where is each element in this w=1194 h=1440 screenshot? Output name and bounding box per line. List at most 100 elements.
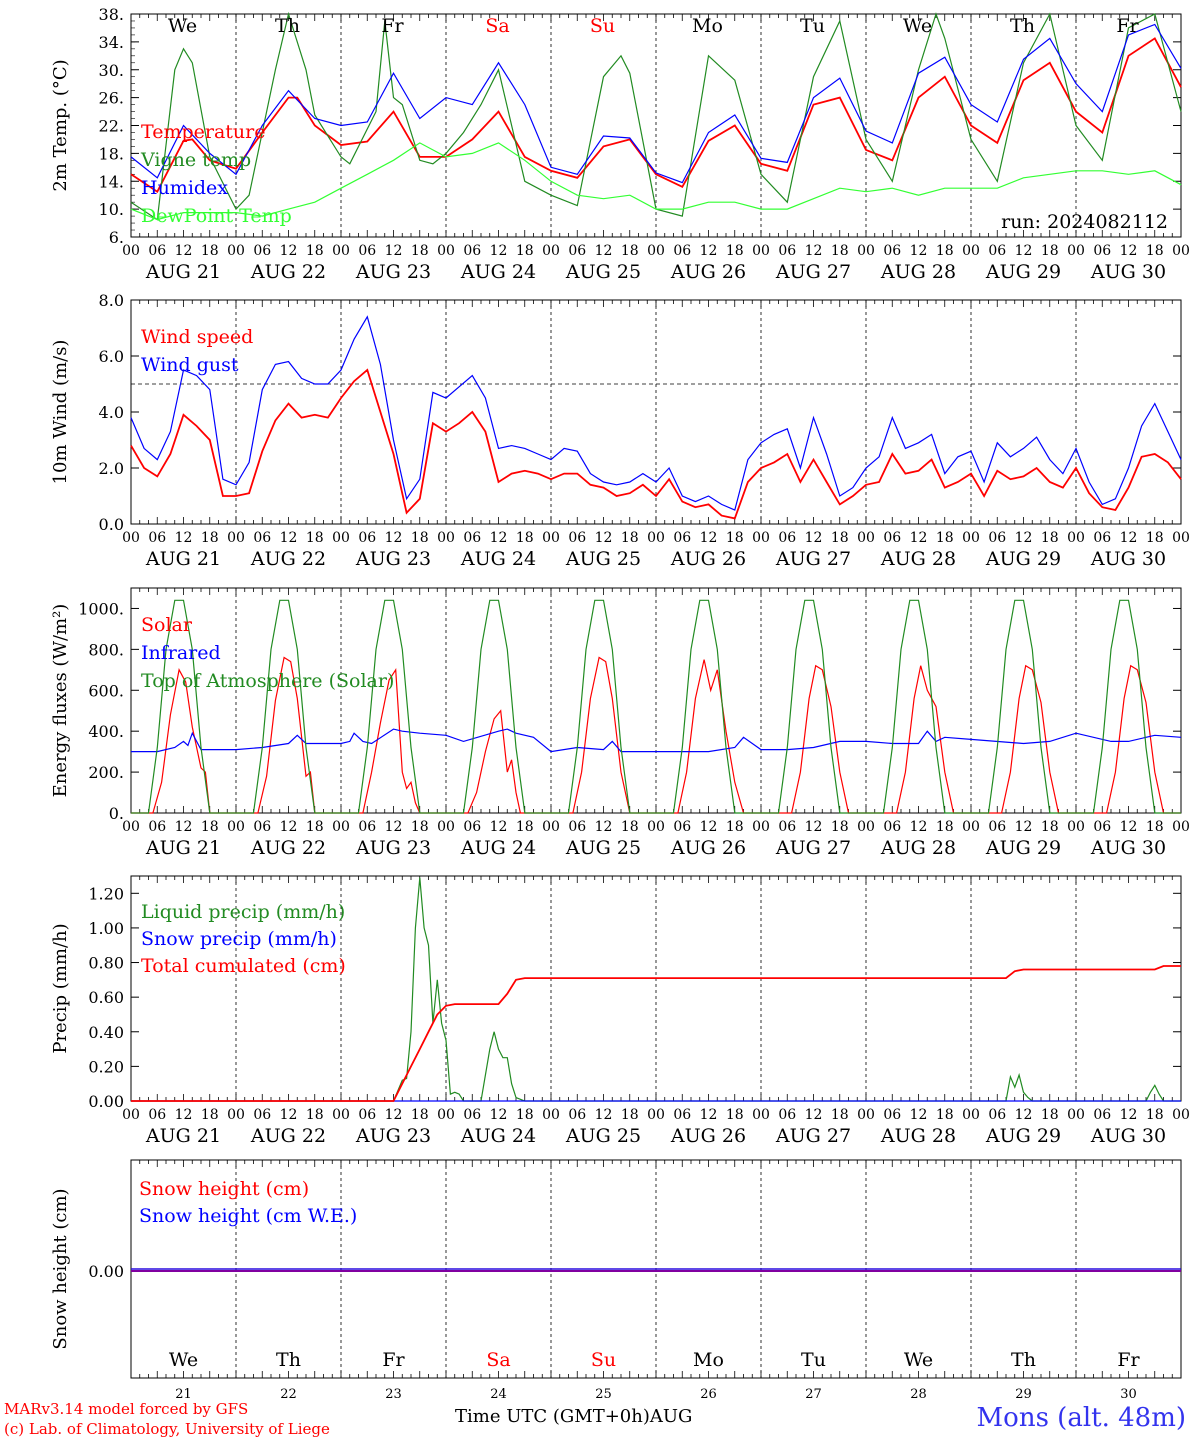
hour-tick-label: 00 [332, 819, 350, 835]
hour-tick-label: 12 [805, 819, 823, 835]
hour-tick-label: 06 [568, 243, 586, 259]
hour-tick-label: 18 [306, 819, 324, 835]
hour-tick-label: 12 [700, 819, 718, 835]
weekday-label: Th [1010, 15, 1035, 37]
hour-tick-label: 18 [1146, 1107, 1164, 1123]
hour-tick-label: 06 [988, 819, 1006, 835]
hour-tick-label: 18 [1041, 530, 1059, 546]
legend-entry: Total cumulated (cm) [141, 955, 346, 977]
hour-tick-label: 12 [700, 243, 718, 259]
hour-tick-label: 12 [595, 819, 613, 835]
hour-tick-label: 18 [726, 819, 744, 835]
y-tick-label: 30. [99, 61, 124, 80]
date-label: AUG 26 [670, 548, 746, 570]
date-label: AUG 27 [775, 1125, 851, 1147]
hour-tick-label: 06 [883, 819, 901, 835]
hour-tick-label: 18 [201, 530, 219, 546]
day-number-label: 21 [175, 1387, 192, 1402]
date-label: AUG 21 [145, 261, 221, 283]
hour-tick-label: 06 [148, 819, 166, 835]
hour-tick-label: 06 [673, 1107, 691, 1123]
y-tick-label: 4.0 [99, 403, 124, 422]
hour-tick-label: 00 [752, 819, 770, 835]
hour-tick-label: 00 [1067, 530, 1085, 546]
hour-tick-label: 06 [883, 243, 901, 259]
hour-tick-label: 06 [358, 530, 376, 546]
legend-entry: Solar [141, 614, 193, 636]
hour-tick-label: 12 [385, 1107, 403, 1123]
date-label: AUG 25 [565, 1125, 641, 1147]
hour-tick-label: 18 [201, 819, 219, 835]
hour-tick-label: 00 [227, 1107, 245, 1123]
weekday-label: Th [276, 1349, 301, 1371]
hour-tick-label: 00 [437, 1107, 455, 1123]
weekday-label: Sa [485, 15, 509, 37]
hour-tick-label: 18 [516, 1107, 534, 1123]
series-line-dewpoint-temp [130, 142, 1182, 221]
y-tick-label: 0.60 [88, 988, 124, 1007]
day-number-label: 23 [385, 1387, 402, 1402]
y-axis-label: 10m Wind (m/s) [50, 340, 71, 485]
hour-tick-label: 00 [1172, 243, 1190, 259]
y-tick-label: 0.0 [99, 515, 124, 534]
date-label: AUG 27 [775, 261, 851, 283]
date-label: AUG 21 [145, 837, 221, 859]
hour-tick-label: 18 [726, 243, 744, 259]
hour-tick-label: 18 [1146, 819, 1164, 835]
date-label: AUG 30 [1090, 837, 1166, 859]
hour-tick-label: 12 [1120, 1107, 1138, 1123]
y-tick-label: 0.00 [88, 1262, 124, 1281]
legend-entry: Temperature [141, 121, 265, 143]
hour-tick-label: 12 [280, 530, 298, 546]
hour-tick-label: 12 [1120, 819, 1138, 835]
hour-tick-label: 06 [358, 1107, 376, 1123]
hour-tick-label: 00 [962, 1107, 980, 1123]
y-tick-label: 8.0 [99, 291, 124, 310]
date-label: AUG 28 [880, 837, 956, 859]
series-line-humidex [130, 23, 1182, 184]
hour-tick-label: 18 [621, 530, 639, 546]
y-tick-label: 0. [109, 804, 124, 823]
hour-tick-label: 06 [148, 1107, 166, 1123]
hour-tick-label: 12 [385, 819, 403, 835]
hour-tick-label: 12 [175, 243, 193, 259]
weekday-label: Fr [382, 1349, 405, 1371]
hour-tick-label: 00 [227, 530, 245, 546]
hour-tick-label: 00 [857, 530, 875, 546]
hour-tick-label: 12 [910, 243, 928, 259]
date-label: AUG 27 [775, 548, 851, 570]
hour-tick-label: 18 [1041, 819, 1059, 835]
hour-tick-label: 12 [280, 1107, 298, 1123]
y-tick-label: 10. [99, 200, 124, 219]
y-tick-label: 200. [88, 763, 124, 782]
hour-tick-label: 06 [883, 530, 901, 546]
date-label: AUG 21 [145, 1125, 221, 1147]
plot-frame [130, 587, 1182, 814]
date-label: AUG 24 [460, 261, 536, 283]
hour-tick-label: 12 [280, 819, 298, 835]
hour-tick-label: 06 [568, 1107, 586, 1123]
panel-4: 1.20 1.00 0.80 0.60 0.40 0.20 0.00 Precip (mm/h… [50, 875, 1190, 1147]
hour-tick-label: 12 [910, 530, 928, 546]
date-label: AUG 25 [565, 548, 641, 570]
day-number-label: 28 [910, 1387, 927, 1402]
legend-entry: Snow height (cm) [139, 1178, 309, 1200]
hour-tick-label: 06 [988, 530, 1006, 546]
y-tick-label: 38. [99, 5, 124, 24]
hour-tick-label: 06 [883, 1107, 901, 1123]
hour-tick-label: 06 [463, 1107, 481, 1123]
hour-tick-label: 18 [1146, 243, 1164, 259]
hour-tick-label: 18 [201, 243, 219, 259]
hour-tick-label: 00 [122, 819, 140, 835]
day-number-label: 27 [805, 1387, 822, 1402]
hour-tick-label: 18 [726, 530, 744, 546]
y-tick-label: 6.0 [99, 347, 124, 366]
weekday-label: We [169, 1349, 198, 1371]
hour-tick-label: 18 [831, 243, 849, 259]
hour-tick-label: 06 [358, 243, 376, 259]
hour-tick-label: 18 [936, 530, 954, 546]
date-label: AUG 22 [250, 837, 326, 859]
hour-tick-label: 00 [542, 530, 560, 546]
hour-tick-label: 00 [1067, 1107, 1085, 1123]
hour-tick-label: 00 [227, 243, 245, 259]
